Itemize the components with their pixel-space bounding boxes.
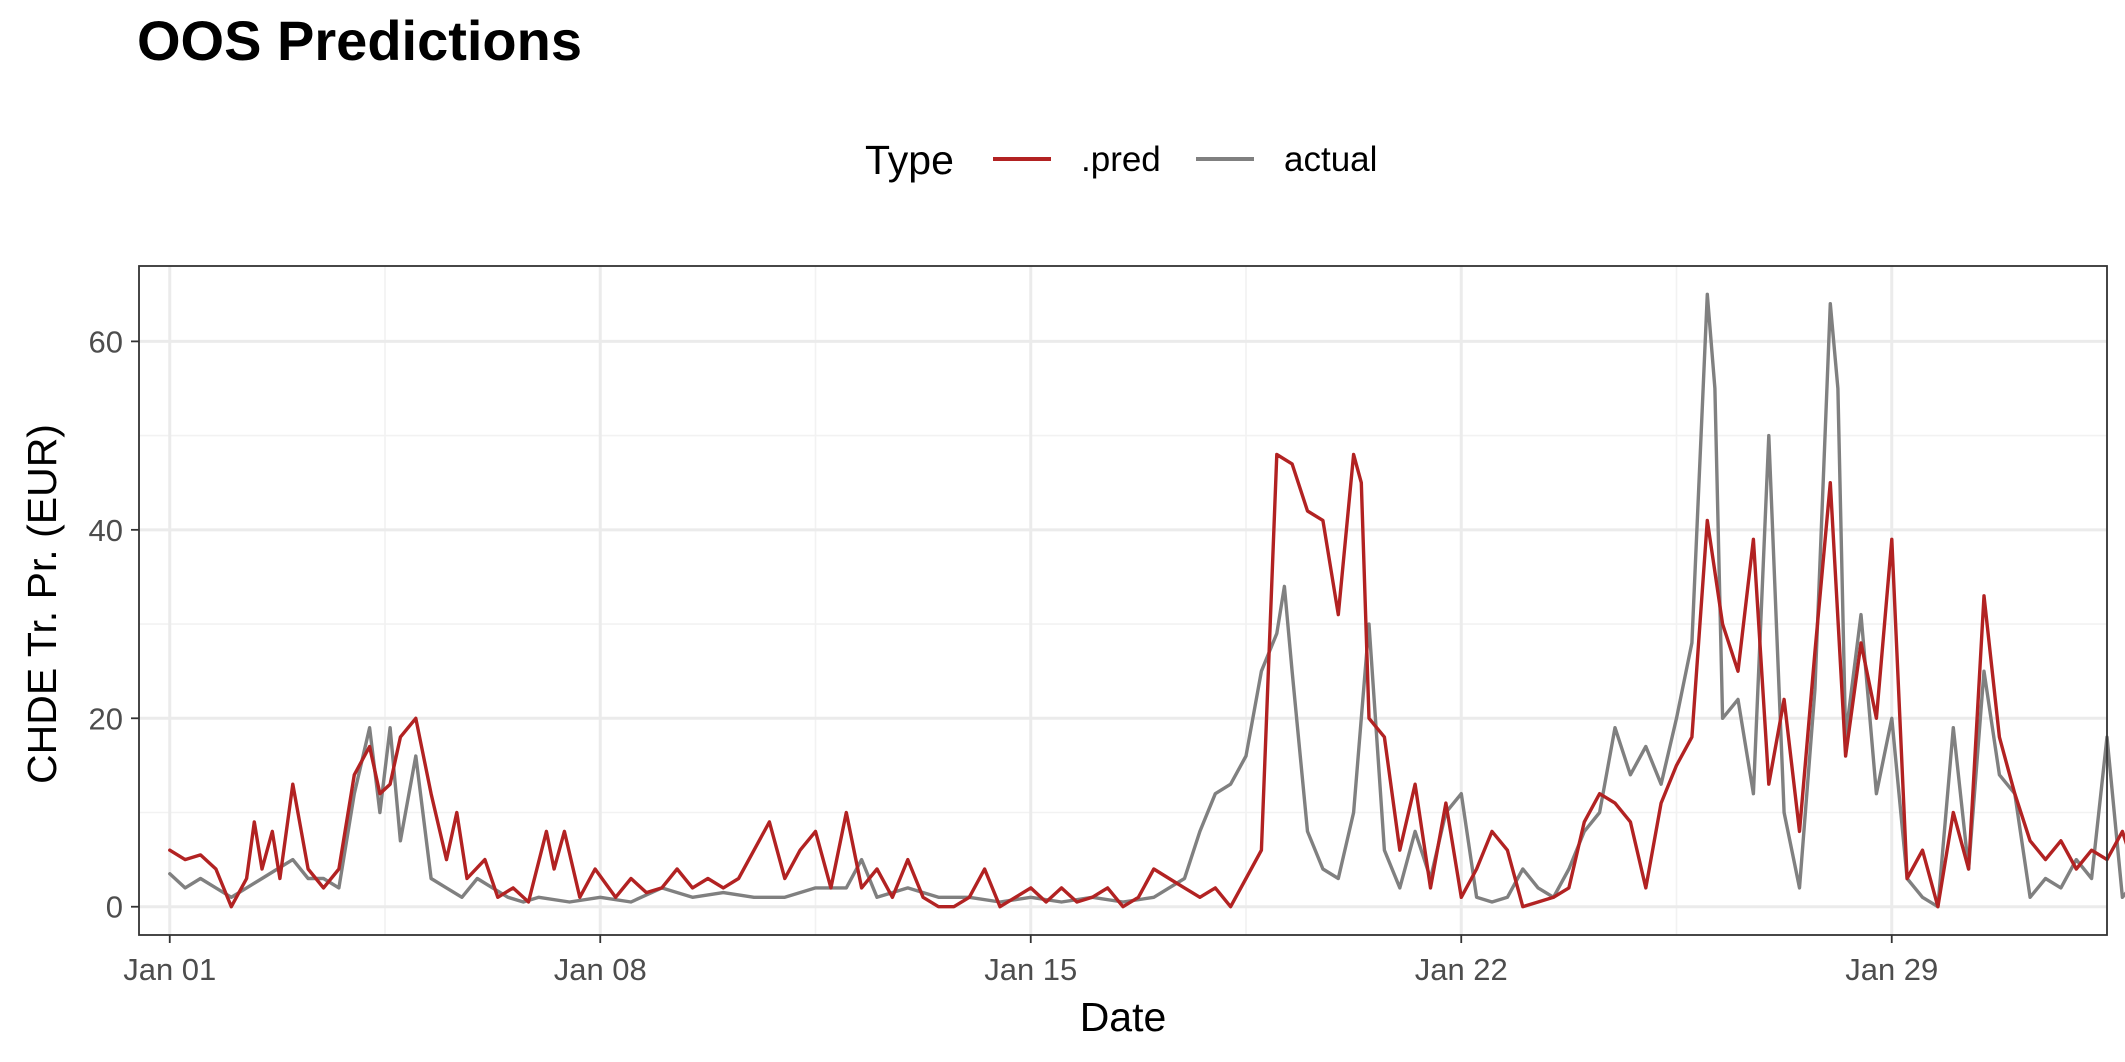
y-axis-title: CHDE Tr. Pr. (EUR) bbox=[19, 424, 65, 784]
x-tick-label: Jan 29 bbox=[1845, 952, 1938, 987]
y-tick-label: 40 bbox=[89, 513, 123, 548]
x-axis-title: Date bbox=[1080, 994, 1167, 1040]
plot-panel: 0 20 40 60 Jan 01 Jan 08 Jan 15 Jan 22 Jan 29 bbox=[89, 265, 2125, 987]
legend: Type .pred actual bbox=[865, 137, 1377, 183]
chart-title: OOS Predictions bbox=[137, 9, 582, 72]
legend-label-actual: actual bbox=[1284, 140, 1377, 179]
series-line-actual bbox=[168, 292, 2125, 909]
x-tick-label: Jan 15 bbox=[984, 952, 1077, 987]
x-tick-label: Jan 22 bbox=[1415, 952, 1508, 987]
y-tick-label: 0 bbox=[106, 890, 123, 925]
x-tick-label: Jan 08 bbox=[554, 952, 647, 987]
legend-label-pred: .pred bbox=[1081, 140, 1161, 179]
legend-title: Type bbox=[865, 137, 954, 183]
x-tick-label: Jan 01 bbox=[123, 952, 216, 987]
y-tick-label: 60 bbox=[89, 324, 123, 359]
plot-border bbox=[138, 265, 2108, 936]
y-tick-label: 20 bbox=[89, 701, 123, 736]
series-line-pred bbox=[168, 452, 2125, 909]
